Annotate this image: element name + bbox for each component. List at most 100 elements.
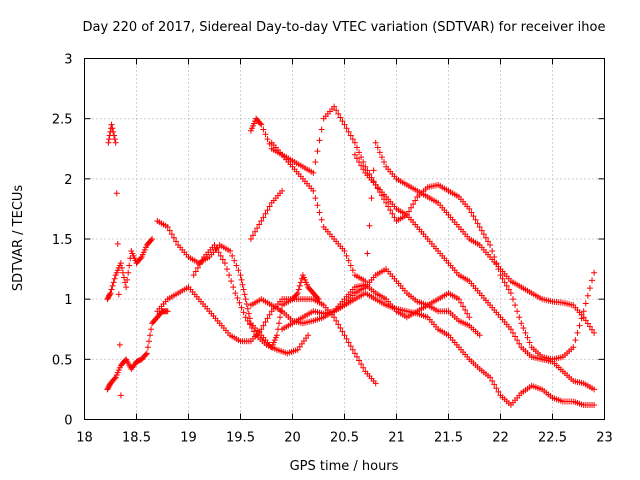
data-point <box>499 275 506 282</box>
data-point <box>111 136 118 143</box>
data-point <box>148 237 155 244</box>
data-point <box>266 203 273 210</box>
data-point <box>372 181 379 188</box>
data-point <box>192 268 199 275</box>
series-track-h <box>279 266 483 339</box>
data-point <box>509 329 516 336</box>
data-point <box>462 306 469 313</box>
data-point <box>194 264 201 271</box>
data-point <box>331 314 338 321</box>
data-point <box>260 322 267 329</box>
y-tick-label: 3 <box>64 53 72 68</box>
data-point <box>576 322 583 329</box>
data-point <box>264 315 271 322</box>
series-track-a <box>104 308 171 393</box>
data-point <box>147 332 154 339</box>
data-point <box>408 204 415 211</box>
data-point <box>170 234 177 241</box>
data-point <box>312 195 319 202</box>
data-point <box>570 344 577 351</box>
data-point <box>353 353 360 360</box>
data-point <box>262 210 269 217</box>
data-point <box>501 279 508 286</box>
data-point <box>331 103 338 110</box>
data-point <box>347 132 354 139</box>
data-point <box>343 125 350 132</box>
data-point <box>472 216 479 223</box>
data-point <box>516 314 523 321</box>
data-point <box>221 260 228 267</box>
y-axis-label: SDTVAR / TECUs <box>11 185 26 292</box>
y-tick-label: 2 <box>64 173 72 188</box>
data-point <box>353 155 360 162</box>
data-point <box>257 120 264 127</box>
x-tick-label: 20.5 <box>330 431 359 446</box>
data-point <box>466 205 473 212</box>
data-point <box>124 276 131 283</box>
data-point <box>586 285 593 292</box>
data-point <box>385 203 392 210</box>
data-point <box>351 151 358 158</box>
data-point <box>412 197 419 204</box>
data-point <box>217 252 224 259</box>
data-point <box>591 402 598 409</box>
data-point <box>512 333 519 340</box>
data-point <box>591 329 598 336</box>
data-point <box>114 240 121 247</box>
data-point <box>512 302 519 309</box>
data-point <box>240 286 247 293</box>
x-tick-label: 19 <box>180 431 197 446</box>
y-tick-label: 0.5 <box>52 353 73 368</box>
chart-title: Day 220 of 2017, Sidereal Day-to-day VTE… <box>83 20 606 35</box>
data-point <box>245 310 252 317</box>
data-point <box>244 305 251 312</box>
data-point <box>589 326 596 333</box>
data-point <box>111 132 118 139</box>
data-point <box>223 266 230 273</box>
data-point <box>383 199 390 206</box>
data-point <box>118 264 125 271</box>
data-point <box>296 282 303 289</box>
data-point <box>164 308 171 315</box>
data-point <box>242 314 249 321</box>
data-point <box>312 158 319 165</box>
data-point <box>137 255 144 262</box>
data-point <box>117 260 124 267</box>
data-point <box>247 236 254 242</box>
data-point <box>168 231 175 238</box>
data-point <box>378 154 385 161</box>
data-point <box>239 281 246 288</box>
data-point <box>368 195 375 202</box>
data-point <box>111 275 118 282</box>
series-track-j <box>247 103 598 393</box>
data-point <box>381 196 388 203</box>
data-point <box>190 272 197 279</box>
data-point <box>318 216 325 223</box>
data-point <box>478 227 485 234</box>
data-point <box>514 337 521 344</box>
x-axis-label: GPS time / hours <box>290 459 399 474</box>
data-point <box>493 385 500 392</box>
data-point <box>489 248 496 255</box>
data-point <box>234 294 241 301</box>
x-tick-label: 23 <box>596 431 613 446</box>
data-point <box>215 249 222 256</box>
series-track-d <box>154 217 322 351</box>
data-point <box>166 227 173 234</box>
data-point <box>476 332 483 339</box>
data-point <box>358 361 365 368</box>
data-point <box>199 257 206 264</box>
data-point <box>524 334 531 341</box>
data-point <box>149 236 156 242</box>
series-track-c <box>105 121 124 399</box>
data-point <box>405 208 412 215</box>
data-point <box>480 231 487 238</box>
data-point <box>110 128 117 135</box>
data-point <box>582 300 589 307</box>
data-point <box>353 144 360 151</box>
data-point <box>144 344 151 351</box>
data-point <box>391 214 398 221</box>
data-point <box>233 262 240 269</box>
data-point <box>457 299 464 306</box>
data-point <box>107 290 114 297</box>
